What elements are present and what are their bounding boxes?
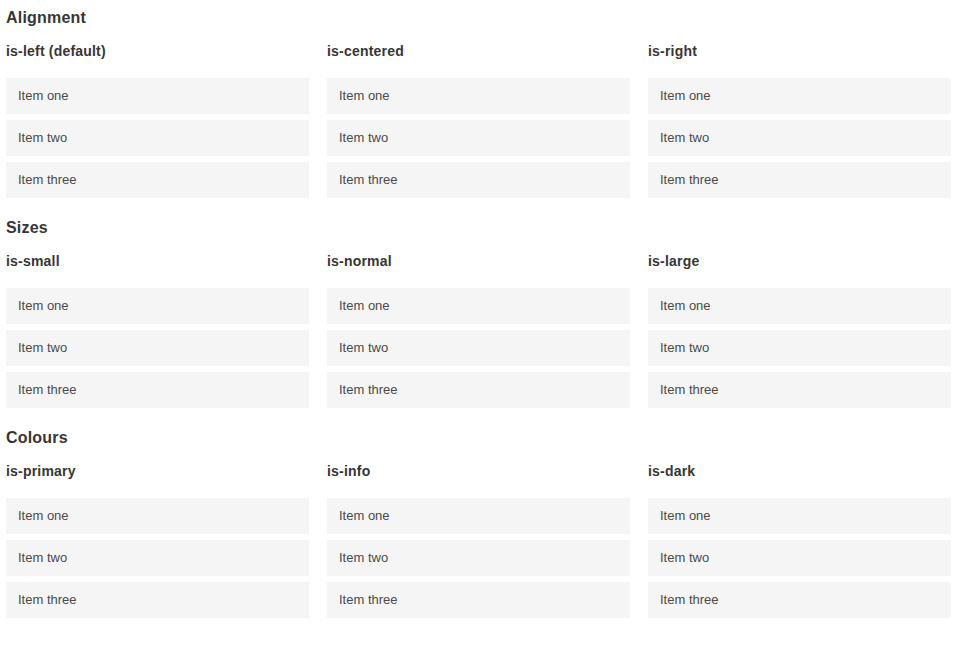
group-title-is-info: is-info	[327, 463, 630, 480]
group-is-centered: is-centered Item one Item two Item three	[327, 43, 630, 198]
list-item: Item two	[6, 120, 309, 156]
list-item: Item two	[648, 330, 951, 366]
list-item: Item two	[6, 540, 309, 576]
list-item: Item two	[6, 330, 309, 366]
list-item: Item three	[648, 162, 951, 198]
list-is-primary: Item one Item two Item three	[6, 498, 309, 618]
list-item: Item two	[648, 120, 951, 156]
list-item: Item three	[6, 162, 309, 198]
list-item: Item two	[327, 330, 630, 366]
section-title-alignment: Alignment	[6, 8, 951, 27]
list-item: Item one	[648, 288, 951, 324]
list-item: Item one	[6, 498, 309, 534]
section-colours: Colours is-primary Item one Item two Ite…	[6, 428, 951, 618]
group-title-is-centered: is-centered	[327, 43, 630, 60]
list-is-left: Item one Item two Item three	[6, 78, 309, 198]
list-item: Item one	[648, 78, 951, 114]
list-is-normal: Item one Item two Item three	[327, 288, 630, 408]
group-title-is-left: is-left (default)	[6, 43, 309, 60]
list-item: Item three	[648, 372, 951, 408]
section-sizes: Sizes is-small Item one Item two Item th…	[6, 218, 951, 408]
list-item: Item one	[648, 498, 951, 534]
group-title-is-large: is-large	[648, 253, 951, 270]
group-title-is-primary: is-primary	[6, 463, 309, 480]
group-is-right: is-right Item one Item two Item three	[648, 43, 951, 198]
list-is-info: Item one Item two Item three	[327, 498, 630, 618]
list-item: Item two	[327, 540, 630, 576]
group-is-large: is-large Item one Item two Item three	[648, 253, 951, 408]
section-title-colours: Colours	[6, 428, 951, 447]
list-item: Item three	[327, 582, 630, 618]
section-title-sizes: Sizes	[6, 218, 951, 237]
group-is-small: is-small Item one Item two Item three	[6, 253, 309, 408]
list-item: Item one	[327, 288, 630, 324]
section-alignment: Alignment is-left (default) Item one Ite…	[6, 8, 951, 198]
group-title-is-dark: is-dark	[648, 463, 951, 480]
group-is-normal: is-normal Item one Item two Item three	[327, 253, 630, 408]
list-demo-page: Alignment is-left (default) Item one Ite…	[0, 0, 960, 654]
list-item: Item three	[327, 372, 630, 408]
list-is-centered: Item one Item two Item three	[327, 78, 630, 198]
sizes-columns: is-small Item one Item two Item three is…	[6, 253, 951, 408]
group-is-primary: is-primary Item one Item two Item three	[6, 463, 309, 618]
list-item: Item three	[6, 582, 309, 618]
list-is-right: Item one Item two Item three	[648, 78, 951, 198]
list-item: Item two	[327, 120, 630, 156]
colours-columns: is-primary Item one Item two Item three …	[6, 463, 951, 618]
list-item: Item one	[6, 288, 309, 324]
list-is-large: Item one Item two Item three	[648, 288, 951, 408]
group-is-dark: is-dark Item one Item two Item three	[648, 463, 951, 618]
alignment-columns: is-left (default) Item one Item two Item…	[6, 43, 951, 198]
list-is-small: Item one Item two Item three	[6, 288, 309, 408]
list-item: Item three	[327, 162, 630, 198]
list-item: Item three	[6, 372, 309, 408]
list-item: Item three	[648, 582, 951, 618]
list-item: Item one	[327, 78, 630, 114]
list-item: Item two	[648, 540, 951, 576]
group-title-is-right: is-right	[648, 43, 951, 60]
list-item: Item one	[6, 78, 309, 114]
list-is-dark: Item one Item two Item three	[648, 498, 951, 618]
group-title-is-normal: is-normal	[327, 253, 630, 270]
group-is-info: is-info Item one Item two Item three	[327, 463, 630, 618]
group-is-left: is-left (default) Item one Item two Item…	[6, 43, 309, 198]
group-title-is-small: is-small	[6, 253, 309, 270]
list-item: Item one	[327, 498, 630, 534]
